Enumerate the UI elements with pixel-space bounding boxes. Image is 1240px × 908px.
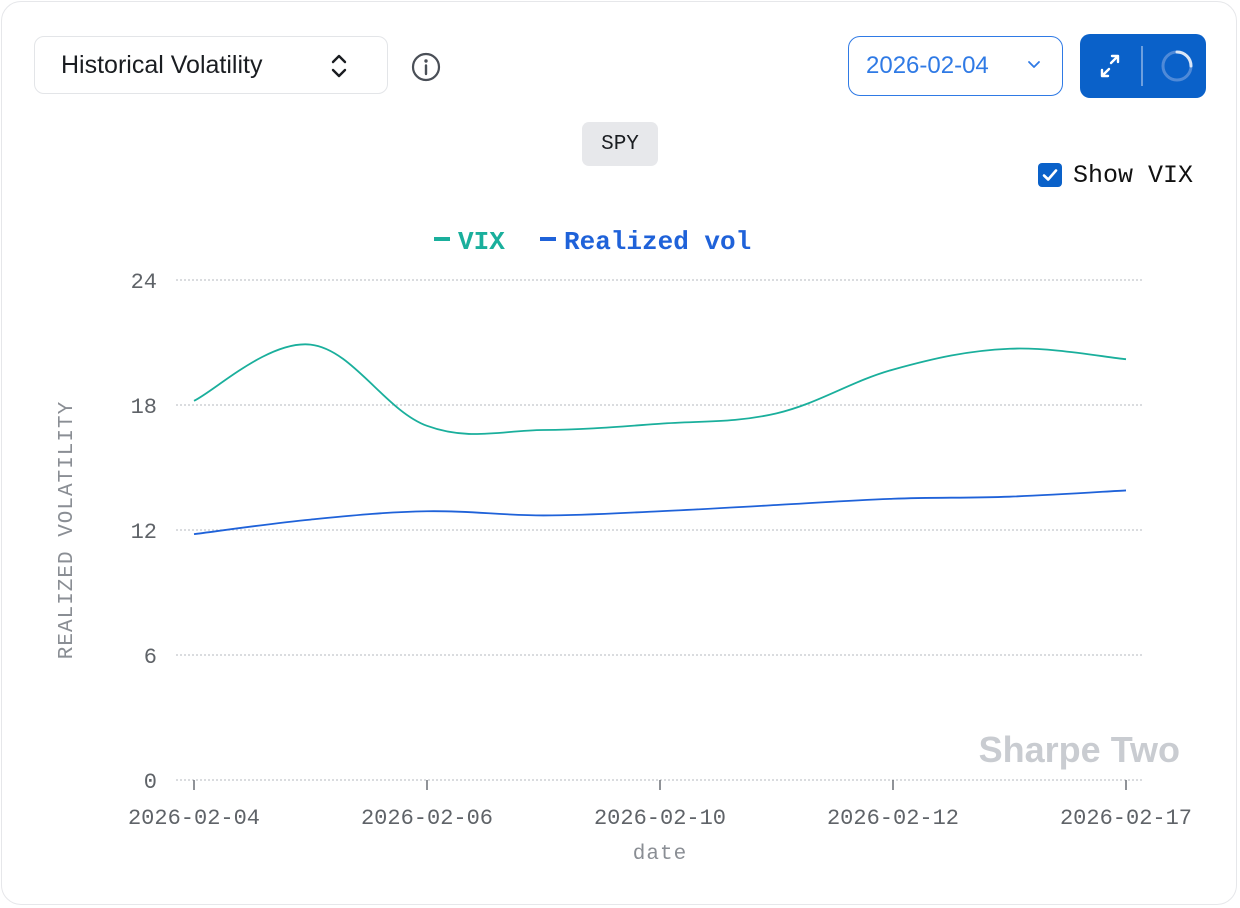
show-vix-checkbox[interactable]: [1038, 163, 1062, 187]
axis-layer: 0 6 12 18 24 2026-02-04 2026-02-06 2026-02-10 20…: [128, 270, 1192, 831]
series-line-realized-vol: [193, 489, 1127, 536]
series-layer: [193, 343, 1127, 536]
action-button-group: [1080, 34, 1206, 98]
grid-layer: [176, 279, 1144, 781]
x-tick-label: 2026-02-12: [827, 806, 959, 831]
expand-button[interactable]: [1080, 34, 1140, 98]
updown-chevron-icon: [331, 54, 347, 78]
y-tick-label: 12: [131, 520, 157, 545]
info-icon[interactable]: [410, 51, 442, 83]
x-axis-title: date: [633, 843, 687, 866]
watermark-text: Sharpe Two: [979, 729, 1180, 770]
y-axis-title: REALIZED VOLATILITY: [56, 401, 79, 659]
ticker-chip: SPY: [582, 122, 658, 166]
legend-swatch: [540, 237, 556, 241]
y-tick-label: 6: [144, 645, 157, 670]
button-divider: [1141, 46, 1143, 86]
x-tick-label: 2026-02-06: [361, 806, 493, 831]
x-tick-label: 2026-02-17: [1060, 806, 1192, 831]
y-tick-label: 18: [131, 395, 157, 420]
metric-select-label: Historical Volatility: [61, 50, 263, 79]
date-select[interactable]: 2026-02-04: [848, 36, 1063, 96]
spinner-icon: [1161, 50, 1193, 82]
legend-label[interactable]: VIX: [458, 227, 505, 257]
show-vix-label: Show VIX: [1073, 160, 1194, 190]
date-select-value: 2026-02-04: [866, 52, 989, 79]
y-tick-label: 0: [144, 770, 157, 795]
x-tick-label: 2026-02-10: [594, 806, 726, 831]
x-tick-label: 2026-02-04: [128, 806, 260, 831]
series-line-vix: [193, 343, 1127, 435]
checkmark-icon: [1042, 169, 1058, 181]
legend-layer: VIX Realized vol: [434, 227, 751, 257]
refresh-button[interactable]: [1144, 34, 1206, 98]
metric-select[interactable]: Historical Volatility: [34, 36, 388, 94]
chevron-down-icon: [1028, 61, 1040, 68]
legend-label[interactable]: Realized vol: [564, 227, 751, 257]
legend-swatch: [434, 237, 450, 241]
show-vix-toggle[interactable]: Show VIX: [1038, 160, 1193, 190]
y-tick-label: 24: [131, 270, 157, 295]
expand-icon: [1100, 54, 1120, 78]
